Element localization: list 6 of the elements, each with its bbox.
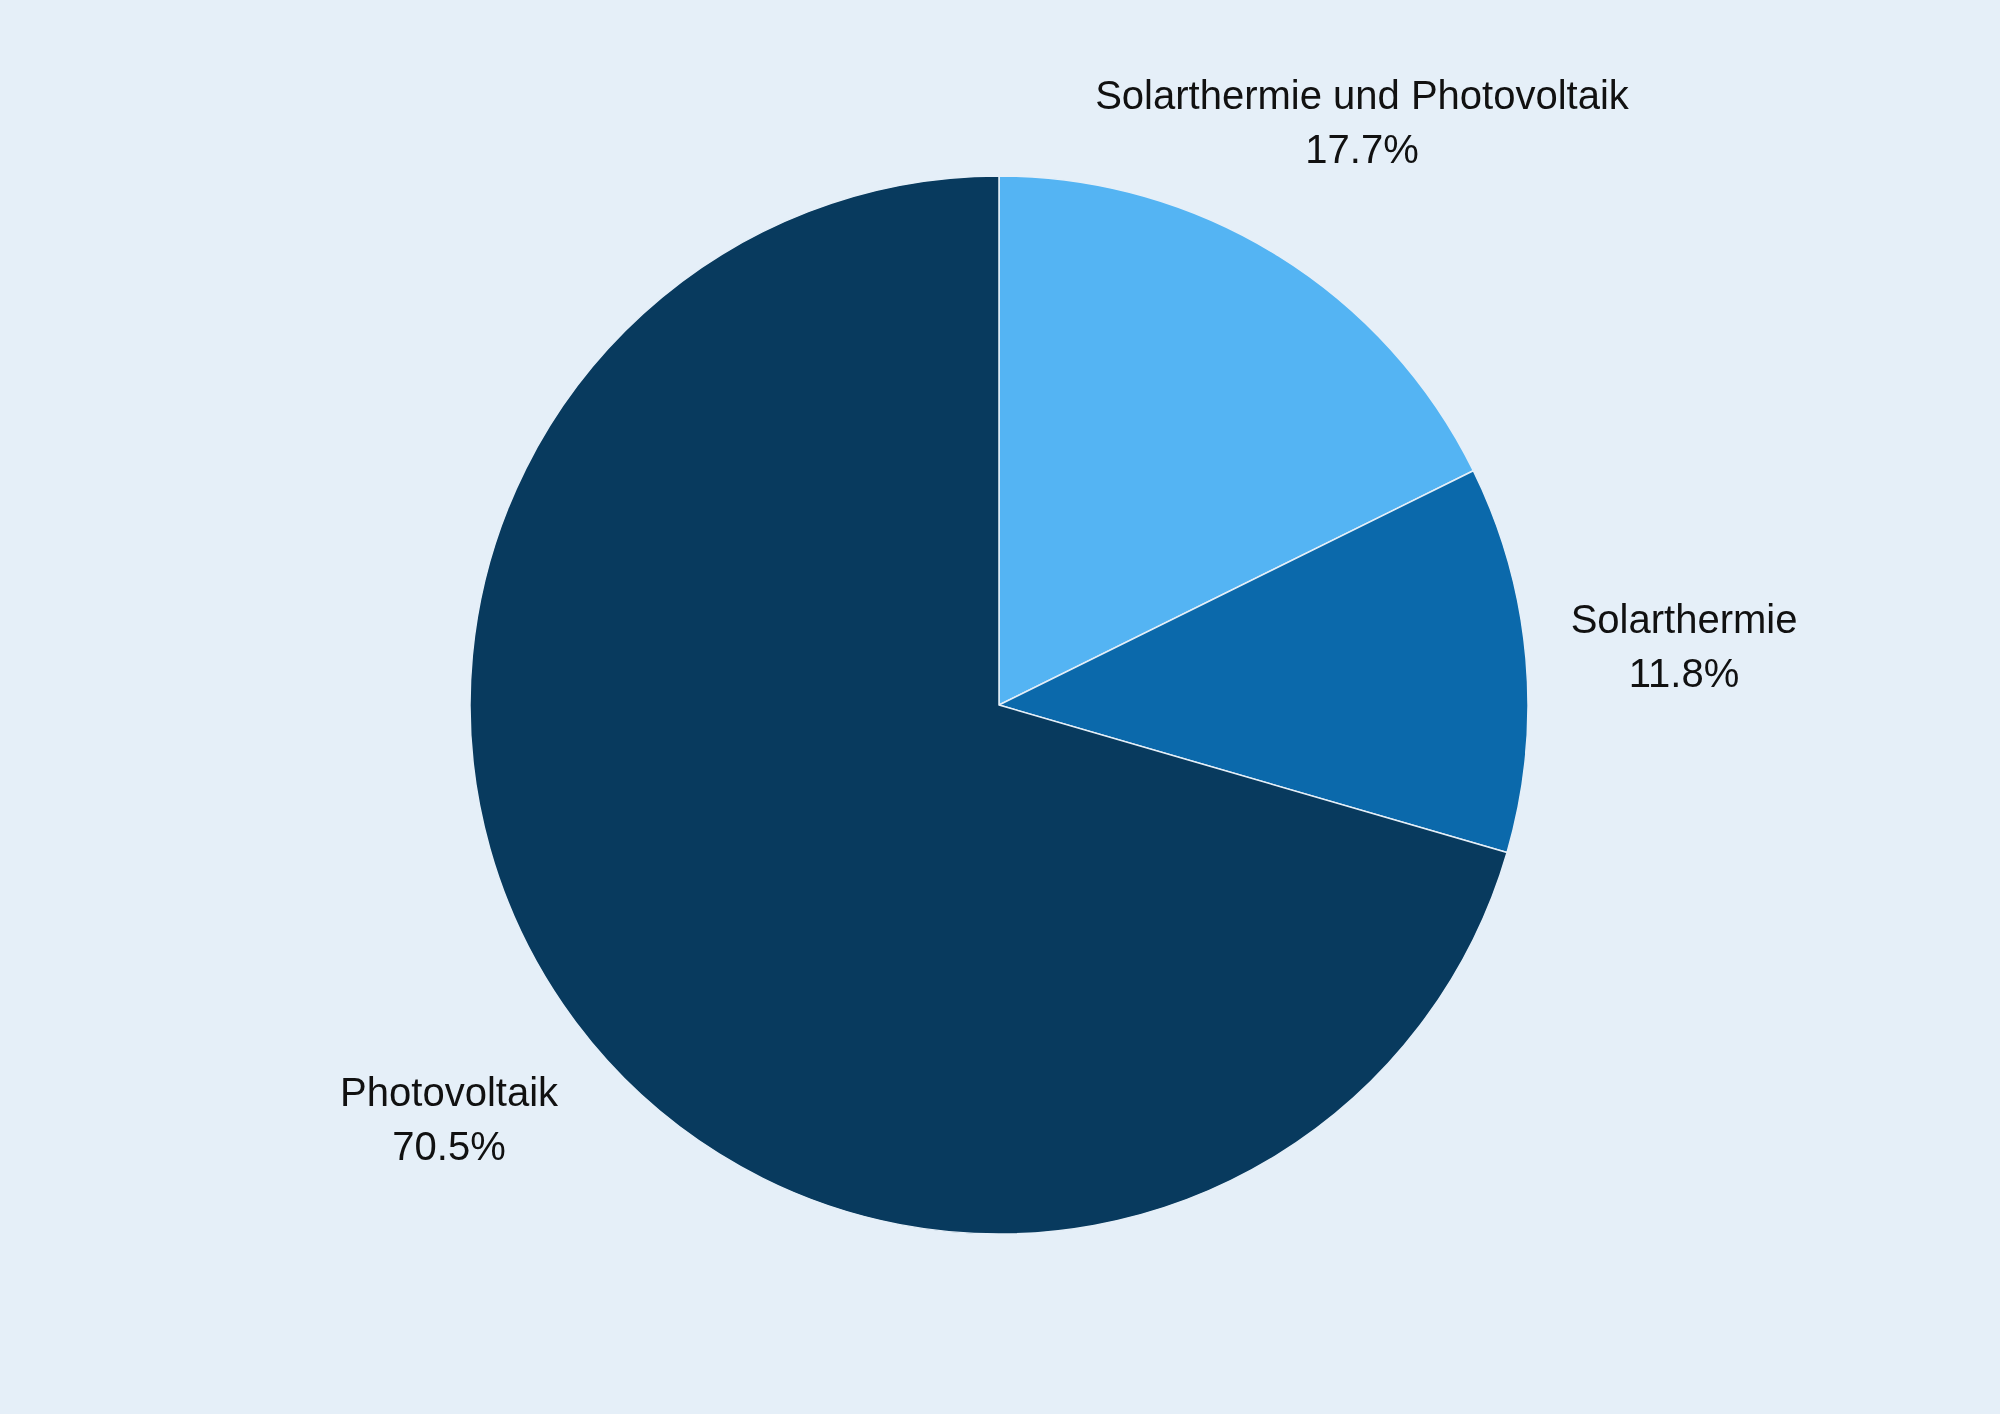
slice-label: Photovoltaik: [340, 1069, 560, 1114]
data-label: 17.7%: [1305, 126, 1419, 171]
data-label: 11.8%: [1628, 650, 1740, 695]
slice-label: Solarthermie: [1570, 596, 1798, 641]
slice-label: Solarthermie und Photovoltaik: [1095, 72, 1630, 117]
data-label: 70.5%: [392, 1123, 506, 1168]
